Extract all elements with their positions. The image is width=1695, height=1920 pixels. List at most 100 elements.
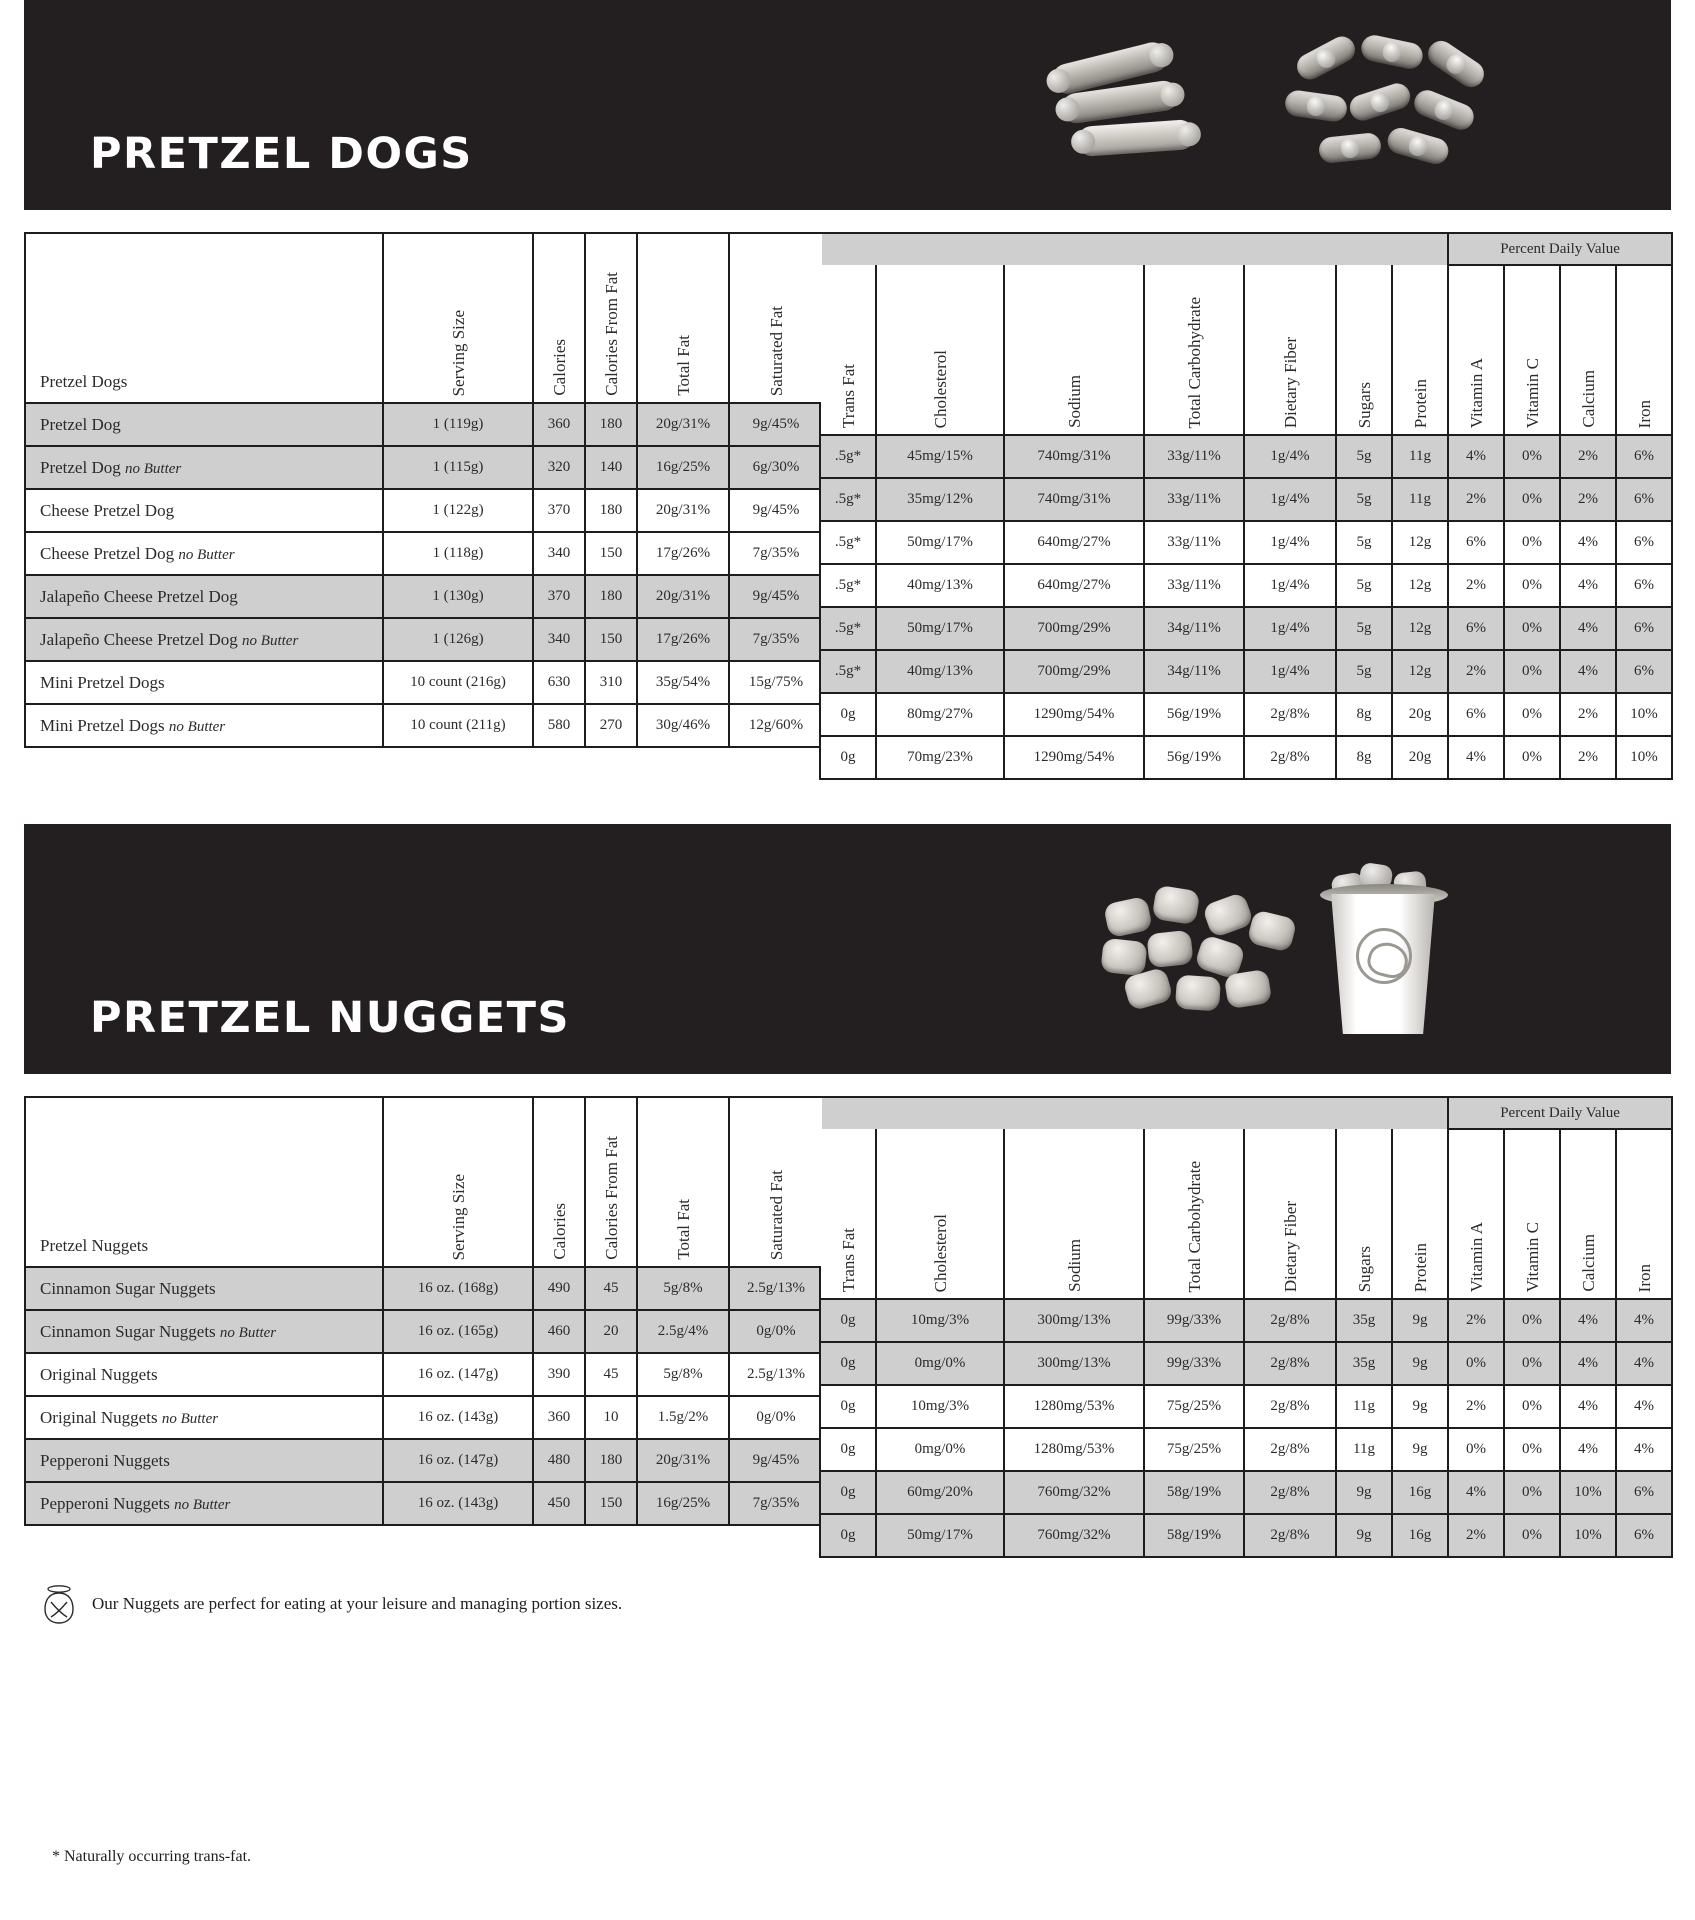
table-header-row: Trans Fat Cholesterol Sodium Total Carbohyd… xyxy=(819,265,1674,436)
table-row: 0g 0mg/0% 300mg/13% 99g/33% 2g/8% 35g 9g 0% 0% 4%… xyxy=(819,1341,1674,1386)
cell-serving-size: 16 oz. (147g) xyxy=(382,1438,534,1483)
cell-total-fat: 17g/26% xyxy=(636,531,730,576)
pretzel-logo-icon xyxy=(1356,928,1412,984)
header-label: Calories xyxy=(549,1203,569,1260)
pretzel-icon xyxy=(42,1584,76,1624)
cell-vitamin-c: 0% xyxy=(1503,1384,1562,1429)
cell-calories: 340 xyxy=(532,617,586,662)
cell-sodium: 300mg/13% xyxy=(1003,1341,1145,1386)
row-item-name: Mini Pretzel Dogs xyxy=(24,660,384,705)
cell-protein: 20g xyxy=(1390,692,1450,737)
pdv-spacer xyxy=(820,233,1449,265)
cell-calories: 340 xyxy=(532,531,586,576)
cell-calories-from-fat: 150 xyxy=(584,531,638,576)
header-label: Dietary Fiber xyxy=(1280,1200,1300,1292)
header-label: Sugars xyxy=(1354,381,1374,428)
cell-calcium: 4% xyxy=(1559,649,1618,694)
cell-iron: 6% xyxy=(1615,563,1674,608)
cell-dietary-fiber: 1g/4% xyxy=(1243,606,1337,651)
cell-vitamin-c: 0% xyxy=(1503,606,1562,651)
pdv-banner-row: Percent Daily Value xyxy=(820,1096,1674,1130)
pdv-title: Percent Daily Value xyxy=(1447,1096,1674,1130)
cell-total-carbohydrate: 34g/11% xyxy=(1143,649,1245,694)
pdv-title: Percent Daily Value xyxy=(1447,232,1674,266)
cell-protein: 12g xyxy=(1390,649,1450,694)
cell-total-fat: 2.5g/4% xyxy=(636,1309,730,1354)
cell-saturated-fat: 0g/0% xyxy=(728,1309,824,1354)
cell-iron: 6% xyxy=(1615,520,1674,565)
header-serving-size: Serving Size xyxy=(382,233,534,404)
section-banner-pretzel-nuggets: PRETZEL NUGGETS xyxy=(24,824,1671,1074)
cell-total-carbohydrate: 58g/19% xyxy=(1143,1470,1245,1515)
cell-vitamin-a: 2% xyxy=(1447,477,1506,522)
cell-iron: 6% xyxy=(1615,434,1674,479)
table-row: 0g 50mg/17% 760mg/32% 58g/19% 2g/8% 9g 16g 2% 0%… xyxy=(819,1513,1674,1558)
cell-total-carbohydrate: 33g/11% xyxy=(1143,563,1245,608)
header-label: Vitamin A xyxy=(1466,357,1486,428)
table-row: Jalapeño Cheese Pretzel Dog no Butter 1 (… xyxy=(24,617,824,662)
cell-calories-from-fat: 20 xyxy=(584,1309,638,1354)
cell-calories: 580 xyxy=(532,703,586,748)
cell-calcium: 4% xyxy=(1559,1341,1618,1386)
cell-cholesterol: 50mg/17% xyxy=(875,606,1005,651)
cell-sugars: 5g xyxy=(1335,563,1393,608)
cell-cholesterol: 0mg/0% xyxy=(875,1427,1005,1472)
table-row: 0g 70mg/23% 1290mg/54% 56g/19% 2g/8% 8g 20g 4% 0… xyxy=(819,735,1674,780)
cell-saturated-fat: 6g/30% xyxy=(728,445,824,490)
cell-serving-size: 16 oz. (168g) xyxy=(382,1266,534,1311)
table-row: Cheese Pretzel Dog 1 (122g) 370 180 20g/31% 9… xyxy=(24,488,824,533)
cell-total-carbohydrate: 33g/11% xyxy=(1143,520,1245,565)
cell-sugars: 8g xyxy=(1335,692,1393,737)
cell-serving-size: 16 oz. (143g) xyxy=(382,1395,534,1440)
pdv-spacer xyxy=(820,1097,1449,1129)
cell-calories-from-fat: 45 xyxy=(584,1352,638,1397)
table-header-row: Pretzel Dogs Serving Size Calories Calories… xyxy=(24,233,824,404)
header-cholesterol: Cholesterol xyxy=(875,1129,1005,1300)
nugget-note-text: Our Nuggets are perfect for eating at yo… xyxy=(92,1594,623,1613)
header-label: Vitamin A xyxy=(1466,1221,1486,1292)
header-label: Saturated Fat xyxy=(766,305,786,396)
dogs-tables-container: Pretzel Dogs Serving Size Calories Calories… xyxy=(24,232,1674,780)
cell-calcium: 4% xyxy=(1559,1384,1618,1429)
row-item-name: Pepperoni Nuggets no Butter xyxy=(24,1481,384,1526)
cell-saturated-fat: 7g/35% xyxy=(728,531,824,576)
cell-saturated-fat: 7g/35% xyxy=(728,1481,824,1526)
cell-vitamin-c: 0% xyxy=(1503,434,1562,479)
cell-total-carbohydrate: 56g/19% xyxy=(1143,692,1245,737)
table-row: Pepperoni Nuggets 16 oz. (147g) 480 180 20g/… xyxy=(24,1438,824,1483)
row-item-name: Cinnamon Sugar Nuggets no Butter xyxy=(24,1309,384,1354)
cell-calories: 630 xyxy=(532,660,586,705)
cell-protein: 12g xyxy=(1390,520,1450,565)
cell-protein: 9g xyxy=(1390,1341,1450,1386)
cell-iron: 6% xyxy=(1615,477,1674,522)
cell-cholesterol: 35mg/12% xyxy=(875,477,1005,522)
cell-calories-from-fat: 45 xyxy=(584,1266,638,1311)
table-row: .5g* 40mg/13% 700mg/29% 34g/11% 1g/4% 5g 12g 2%… xyxy=(819,649,1674,694)
header-calcium: Calcium xyxy=(1559,265,1618,436)
cell-sugars: 5g xyxy=(1335,520,1393,565)
cell-total-fat: 5g/8% xyxy=(636,1352,730,1397)
cell-total-carbohydrate: 99g/33% xyxy=(1143,1298,1245,1343)
cell-serving-size: 1 (115g) xyxy=(382,445,534,490)
section-banner-pretzel-dogs: PRETZEL DOGS xyxy=(24,0,1671,210)
cell-total-carbohydrate: 34g/11% xyxy=(1143,606,1245,651)
cell-saturated-fat: 7g/35% xyxy=(728,617,824,662)
header-total-fat: Total Fat xyxy=(636,1097,730,1268)
cell-saturated-fat: 9g/45% xyxy=(728,1438,824,1483)
cell-vitamin-a: 2% xyxy=(1447,1513,1506,1558)
cell-dietary-fiber: 2g/8% xyxy=(1243,1384,1337,1429)
cell-vitamin-a: 2% xyxy=(1447,1384,1506,1429)
header-protein: Protein xyxy=(1390,1129,1450,1300)
footnote-trans-fat: * Naturally occurring trans-fat. xyxy=(52,1848,252,1865)
cell-vitamin-c: 0% xyxy=(1503,1341,1562,1386)
header-calories-from-fat: Calories From Fat xyxy=(584,1097,638,1268)
cell-calories-from-fat: 270 xyxy=(584,703,638,748)
cell-calories-from-fat: 10 xyxy=(584,1395,638,1440)
cell-calories: 390 xyxy=(532,1352,586,1397)
cell-calories-from-fat: 140 xyxy=(584,445,638,490)
cell-calcium: 10% xyxy=(1559,1470,1618,1515)
category-label-cell: Pretzel Nuggets xyxy=(24,1097,384,1268)
header-sodium: Sodium xyxy=(1003,265,1145,436)
cell-calories-from-fat: 150 xyxy=(584,1481,638,1526)
header-label: Total Fat xyxy=(673,1199,693,1260)
